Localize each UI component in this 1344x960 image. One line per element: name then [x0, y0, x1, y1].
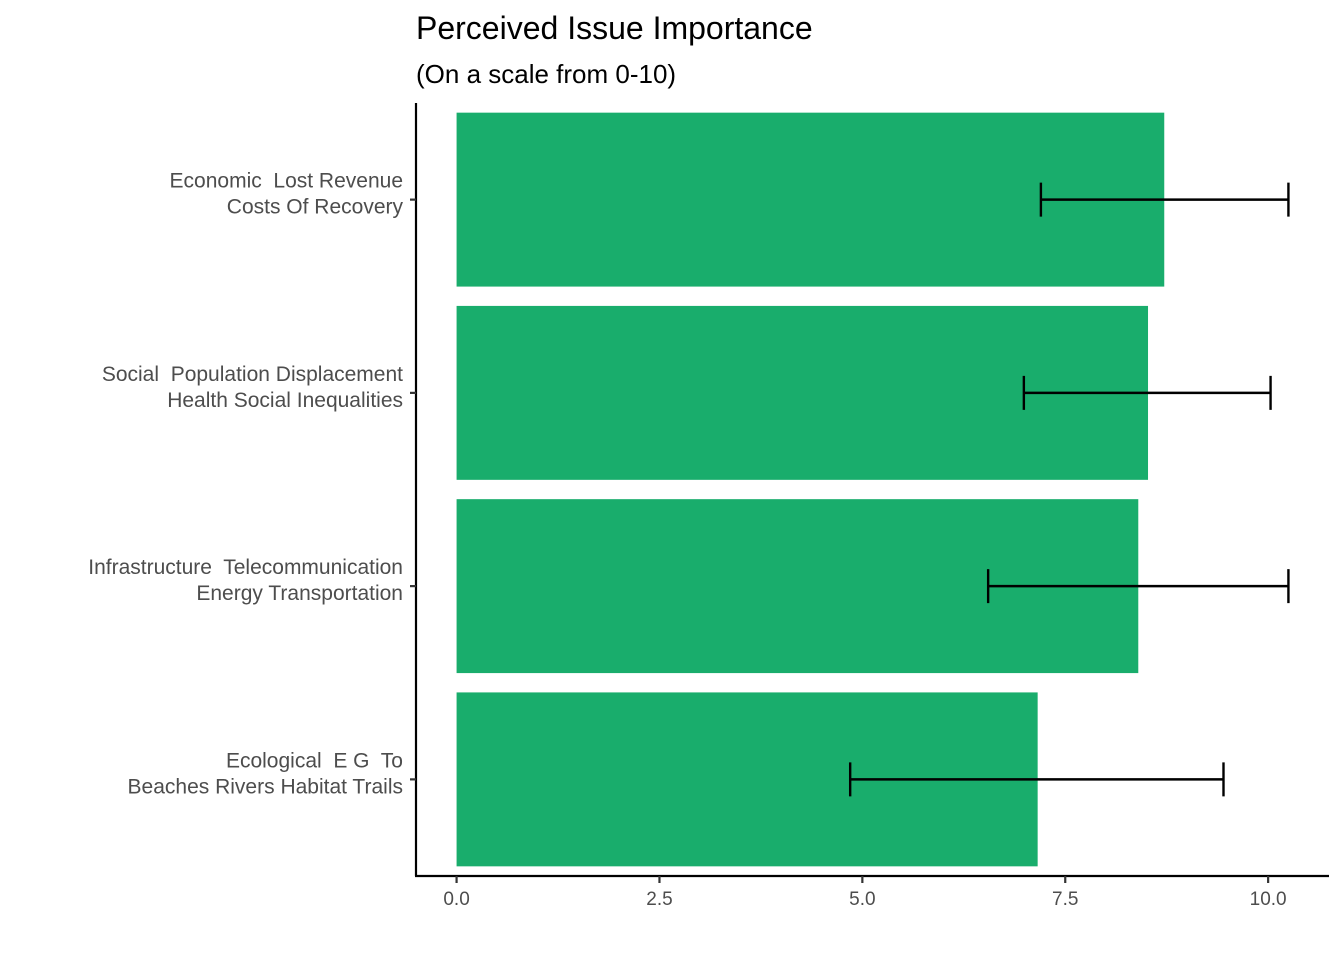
- y-axis-ticks: [410, 198, 416, 781]
- x-tick-label-1: 2.5: [646, 889, 672, 910]
- y-tick-label-line-0-1: Costs Of Recovery: [227, 196, 404, 219]
- x-axis-labels: 0.0 2.5 5.0 7.5 10.0: [443, 889, 1286, 910]
- y-tick-label-line-1-1: Health Social Inequalities: [167, 389, 403, 412]
- y-tick-label-3: Ecological E G To Beaches Rivers Habitat …: [128, 749, 403, 798]
- y-tick-label-line-0-0: Economic Lost Revenue: [170, 170, 403, 193]
- chart-subtitle: (On a scale from 0-10): [416, 59, 676, 89]
- y-tick-label-line-2-0: Infrastructure Telecommunication: [88, 556, 403, 579]
- bars-group: [456, 112, 1165, 867]
- chart-title: Perceived Issue Importance: [416, 10, 813, 46]
- y-tick-label-line-1-0: Social Population Displacement: [102, 363, 403, 386]
- y-tick-label-2: Infrastructure Telecommunication Energy T…: [88, 556, 403, 605]
- y-tick-label-line-3-0: Ecological E G To: [226, 749, 403, 772]
- x-tick-label-3: 7.5: [1052, 889, 1078, 910]
- x-tick-label-0: 0.0: [443, 889, 469, 910]
- y-axis-labels: Economic Lost Revenue Costs Of Recovery So…: [88, 170, 403, 799]
- x-axis-ticks: [455, 876, 1270, 883]
- errorbars-group: [848, 182, 1290, 797]
- x-tick-label-4: 10.0: [1250, 889, 1287, 910]
- y-tick-label-line-2-1: Energy Transportation: [196, 582, 403, 605]
- y-tick-label-line-3-1: Beaches Rivers Habitat Trails: [128, 775, 403, 798]
- x-tick-label-2: 5.0: [849, 889, 875, 910]
- y-tick-label-0: Economic Lost Revenue Costs Of Recovery: [170, 170, 404, 219]
- y-tick-label-1: Social Population Displacement Health Soc…: [102, 363, 403, 412]
